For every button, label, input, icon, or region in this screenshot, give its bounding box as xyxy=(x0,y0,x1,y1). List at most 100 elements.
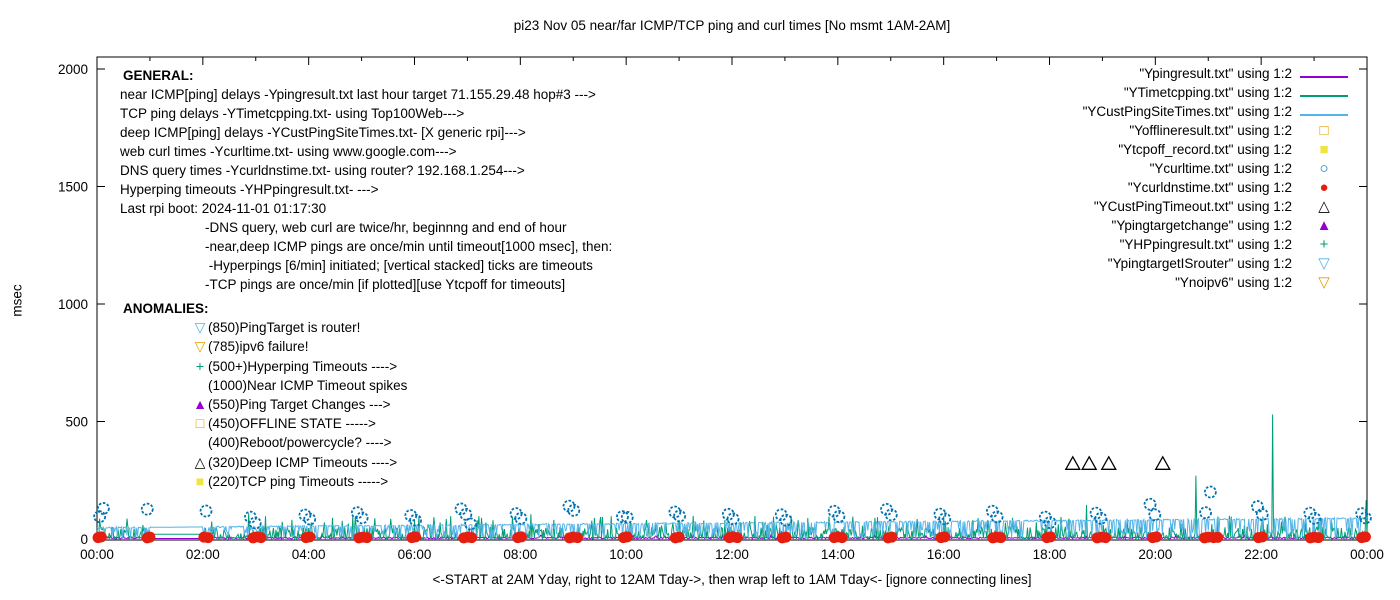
anomaly-text: (450)OFFLINE STATE -----> xyxy=(208,416,376,432)
series-point-Ycurldnstime-txt xyxy=(886,531,898,543)
series-point-Ycurldnstime-txt xyxy=(1150,531,1162,543)
anomaly-notes: ANOMALIES: ▽ (850)PingTarget is router! ▽… xyxy=(123,299,407,491)
series-point-Ycurltime-txt xyxy=(616,510,629,524)
triangle-open-icon: △ xyxy=(1318,198,1330,215)
line-sample-icon xyxy=(1300,95,1348,97)
series-point-Ycurltime-txt xyxy=(464,517,477,531)
anomaly-row: △ (320)Deep ICMP Timeouts ----> xyxy=(192,453,407,472)
chart-title: pi23 Nov 05 near/far ICMP/TCP ping and c… xyxy=(513,18,951,33)
series-point-Ycurltime-txt xyxy=(1255,508,1269,521)
y-tick-label: 0 xyxy=(80,532,88,547)
series-point-Ycurltime-txt xyxy=(567,503,581,517)
square-filled-icon: ■ xyxy=(1319,141,1329,158)
legend-label: "YHPpingresult.txt" using 1:2 xyxy=(1119,237,1292,252)
general-line: TCP ping delays -YTimetcpping.txt- using… xyxy=(120,106,465,121)
series-point-Ycurldnstime-txt xyxy=(1312,532,1324,544)
triangle-filled-icon: ▲ xyxy=(193,396,207,413)
legend-row: "Ytcpoff_record.txt" using 1:2 ■ xyxy=(1000,140,1356,159)
series-point-Ycurldnstime-txt xyxy=(995,532,1007,544)
series-point-Ycurldnstime-txt xyxy=(1212,531,1224,543)
series-point-Ycurldnstime-txt xyxy=(304,531,316,543)
series-point-Ycurltime-txt xyxy=(1143,497,1157,511)
anomaly-text: (550)Ping Target Changes ---> xyxy=(208,397,391,413)
series-point-Ycurltime-txt xyxy=(1203,485,1217,499)
x-tick-label: 18:00 xyxy=(1033,547,1067,562)
series-point-Ycurldnstime-txt xyxy=(515,531,527,543)
x-tick-label: 12:00 xyxy=(715,547,749,562)
series-point-Ycurltime-txt xyxy=(355,511,369,525)
series-point-Ycurltime-txt xyxy=(459,507,473,521)
series-point-Ycurltime-txt xyxy=(620,510,634,524)
general-line: DNS query times -Ycurldnstime.txt- using… xyxy=(120,163,525,178)
anomaly-text: (320)Deep ICMP Timeouts ----> xyxy=(208,454,398,470)
y-axis-label: msec xyxy=(9,284,25,317)
legend-label: "YCustPingTimeout.txt" using 1:2 xyxy=(1093,199,1292,214)
x-tick-label: 04:00 xyxy=(292,547,326,562)
series-point-Ycurldnstime-txt xyxy=(1256,531,1268,543)
series-point-Ycurltime-txt xyxy=(673,509,687,523)
anomaly-row: (1000)Near ICMP Timeout spikes xyxy=(192,376,407,395)
legend-row: "YTimetcpping.txt" using 1:2 xyxy=(1000,83,1356,102)
square-open-icon: □ xyxy=(1319,122,1329,139)
legend-label: "YTimetcpping.txt" using 1:2 xyxy=(1123,85,1292,100)
legend-row: "Ypingresult.txt" using 1:2 xyxy=(1000,64,1356,83)
series-point-Ycurldnstime-txt xyxy=(1359,531,1371,543)
series-point-Ycurldnstime-txt xyxy=(1100,532,1112,544)
general-line: web curl times -Ycurltime.txt- using www… xyxy=(120,144,457,159)
x-tick-label: 00:00 xyxy=(80,547,114,562)
x-tick-label: 16:00 xyxy=(927,547,961,562)
circle-filled-icon: ● xyxy=(1319,179,1329,196)
x-tick-label: 02:00 xyxy=(186,547,220,562)
series-point-Ycurltime-txt xyxy=(96,502,110,515)
y-tick-label: 2000 xyxy=(58,62,88,77)
series-point-Ycurldnstime-txt xyxy=(361,532,373,544)
anomaly-row: ▽ (850)PingTarget is router! xyxy=(192,318,407,337)
x-axis-note: <-START at 2AM Yday, right to 12AM Tday-… xyxy=(432,572,1032,587)
plus-icon: + xyxy=(195,357,205,374)
series-point-Ycurldnstime-txt xyxy=(1045,531,1057,543)
anomaly-text: (220)TCP ping Timeouts -----> xyxy=(208,473,389,489)
square-filled-icon: ■ xyxy=(195,472,205,489)
general-notes: GENERAL: near ICMP[ping] delays -Ypingre… xyxy=(120,66,612,294)
legend-row: "Yofflineresult.txt" using 1:2 □ xyxy=(1000,121,1356,140)
series-point-YCustPingTimeout-txt xyxy=(1100,455,1117,470)
legend-label: "Ycurldnstime.txt" using 1:2 xyxy=(1127,180,1292,195)
general-line: -Hyperpings [6/min] initiated; [vertical… xyxy=(205,258,593,273)
circle-open-icon: ○ xyxy=(1319,160,1329,177)
triangle-down-open-icon: ▽ xyxy=(1318,274,1330,291)
no-icon xyxy=(192,433,208,452)
general-heading: GENERAL: xyxy=(123,68,194,83)
series-point-Ycurldnstime-txt xyxy=(144,531,156,543)
series-point-YCustPingTimeout-txt xyxy=(1064,455,1081,470)
anomaly-text: (785)ipv6 failure! xyxy=(208,339,309,355)
triangle-down-open-icon: ▽ xyxy=(1318,255,1330,272)
y-tick-label: 1000 xyxy=(58,297,88,312)
triangle-open-icon: △ xyxy=(194,453,206,470)
series-point-Ycurldnstime-txt xyxy=(95,531,107,543)
series-point-YCustPingTimeout-txt xyxy=(1154,455,1171,470)
x-tick-label: 14:00 xyxy=(821,547,855,562)
series-point-Ycurltime-txt xyxy=(779,513,793,527)
series-point-Ycurltime-txt xyxy=(1308,511,1322,525)
series-point-Ycurltime-txt xyxy=(1148,508,1162,522)
anomalies-heading: ANOMALIES: xyxy=(123,301,209,316)
no-icon xyxy=(192,376,208,395)
x-tick-label: 10:00 xyxy=(609,547,643,562)
general-line: Last rpi boot: 2024-11-01 01:17:30 xyxy=(120,201,327,216)
series-point-Ycurltime-txt xyxy=(303,512,317,526)
anomaly-row: ■ (220)TCP ping Timeouts -----> xyxy=(192,472,407,491)
general-line: Hyperping timeouts -YHPpingresult.txt- -… xyxy=(120,182,379,197)
series-point-Ycurltime-txt xyxy=(721,507,735,521)
anomaly-text: (1000)Near ICMP Timeout spikes xyxy=(208,377,408,393)
triangle-down-open-icon: ▽ xyxy=(194,338,206,355)
series-point-Ycurldnstime-txt xyxy=(939,531,951,543)
series-point-Ycurltime-txt xyxy=(514,511,528,525)
legend-row: "Ynoipv6" using 1:2 ▽ xyxy=(1000,273,1356,292)
series-point-Ycurldnstime-txt xyxy=(731,532,743,544)
legend-label: "Ypingtargetchange" using 1:2 xyxy=(1111,218,1292,233)
series-point-Ycurldnstime-txt xyxy=(780,531,792,543)
legend-label: "Yofflineresult.txt" using 1:2 xyxy=(1129,123,1292,138)
legend-label: "YCustPingSiteTimes.txt" using 1:2 xyxy=(1082,104,1292,119)
anomaly-row: (400)Reboot/powercycle? ----> xyxy=(192,433,407,452)
